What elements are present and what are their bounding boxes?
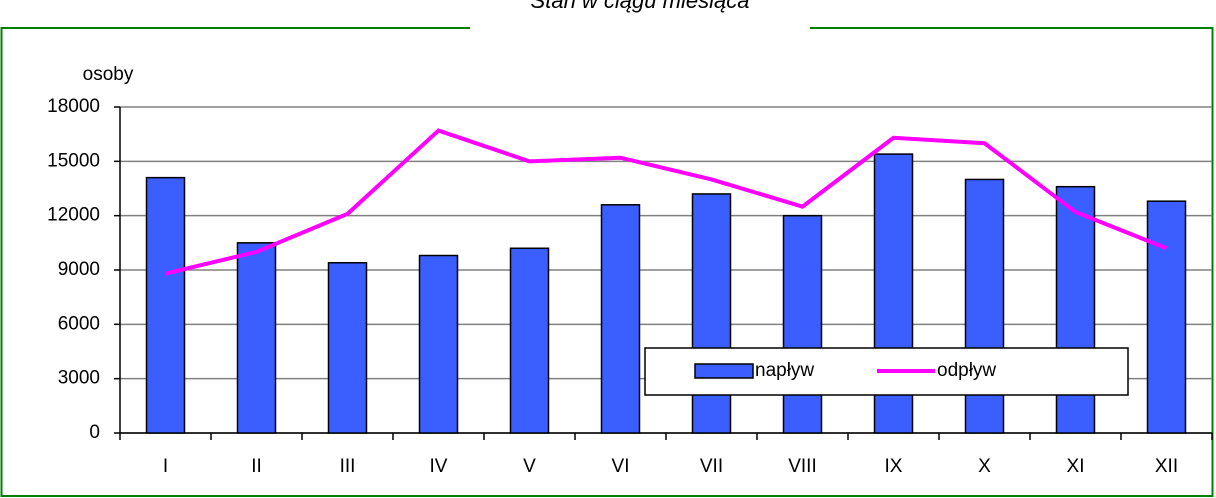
bar — [327, 262, 368, 434]
bar — [418, 254, 459, 434]
legend-label: napływ — [755, 360, 814, 381]
title-bg — [470, 0, 810, 30]
y-tick-label: 15000 — [47, 150, 100, 171]
x-tick-label: IX — [885, 456, 903, 477]
legend-swatch — [694, 363, 754, 379]
y-tick-label: 12000 — [47, 205, 100, 226]
line — [165, 128, 1168, 276]
x-tick-label: I — [163, 456, 168, 477]
bar — [691, 193, 732, 434]
bar — [509, 247, 550, 434]
bar — [236, 242, 277, 434]
y-axis-label: osoby — [83, 64, 134, 85]
x-tick-label: X — [978, 456, 991, 477]
x-tick-label: XI — [1067, 456, 1085, 477]
x-tick-label: IV — [430, 456, 448, 477]
chart-title: Stan w ciągu miesiąca — [531, 0, 750, 13]
bar — [782, 214, 823, 434]
y-tick-label: 9000 — [58, 259, 100, 280]
x-tick-label: II — [251, 456, 262, 477]
x-tick-label: V — [523, 456, 536, 477]
bar — [1146, 200, 1187, 434]
bar — [145, 176, 186, 434]
y-tick-label: 18000 — [47, 96, 100, 117]
x-tick-label: VII — [700, 456, 723, 477]
x-tick-label: III — [340, 456, 356, 477]
bar — [600, 204, 641, 434]
y-tick-label: 0 — [89, 422, 100, 443]
y-tick-label: 3000 — [58, 368, 100, 389]
bar — [1055, 185, 1096, 434]
x-tick-label: XII — [1155, 456, 1178, 477]
x-tick-label: VIII — [788, 456, 817, 477]
y-tick-label: 6000 — [58, 313, 100, 334]
x-tick-label: VI — [612, 456, 630, 477]
legend-label: odpływ — [937, 360, 996, 381]
